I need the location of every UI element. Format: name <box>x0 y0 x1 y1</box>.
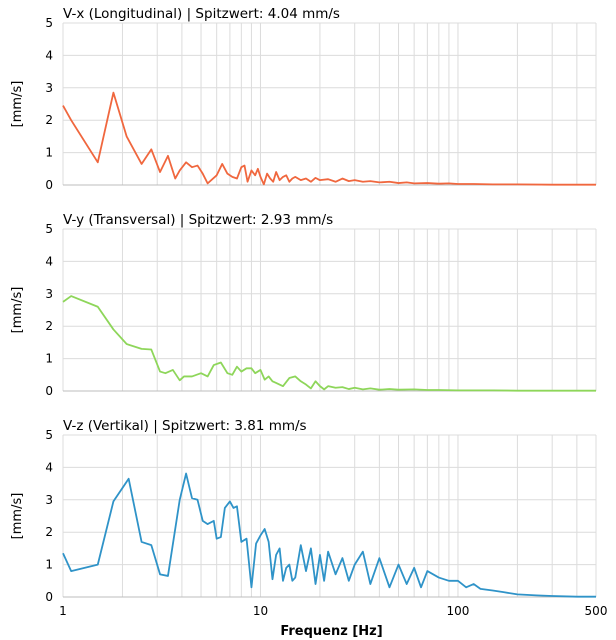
y-tick-label: 0 <box>45 384 53 398</box>
y-tick-label: 0 <box>45 590 53 604</box>
y-tick-label: 1 <box>45 146 53 160</box>
series-line <box>62 91 596 186</box>
chart-panel-0: 0 1 2 3 4 5 V-x (Longitudinal) | Spitzwert: 4.… <box>10 6 597 192</box>
y-tick-label: 3 <box>45 81 53 95</box>
y-tick-label: 4 <box>45 48 53 62</box>
chart-title: V-y (Transversal) | Spitzwert: 2.93 mm/s <box>63 212 333 228</box>
y-tick-label: 3 <box>45 287 53 301</box>
y-tick-label: 5 <box>45 16 53 30</box>
y-tick-label: 1 <box>45 352 53 366</box>
y-axis-label: [mm/s] <box>10 493 25 540</box>
y-tick-label: 4 <box>45 254 53 268</box>
x-tick-label: 1 <box>59 604 67 618</box>
y-axis-label: [mm/s] <box>10 287 25 334</box>
chart-panel-1: 0 1 2 3 4 5 V-y (Transversal) | Spitzwert: 2.9… <box>10 212 597 398</box>
y-tick-label: 4 <box>45 460 53 474</box>
y-tick-label: 2 <box>45 113 53 127</box>
series-line <box>62 295 596 392</box>
y-tick-label: 2 <box>45 525 53 539</box>
y-axis-label: [mm/s] <box>10 81 25 128</box>
y-tick-label: 5 <box>45 222 53 236</box>
x-tick-label: 500 <box>585 604 608 618</box>
y-tick-label: 5 <box>45 428 53 442</box>
chart-title: V-z (Vertikal) | Spitzwert: 3.81 mm/s <box>63 418 307 434</box>
chart-title: V-x (Longitudinal) | Spitzwert: 4.04 mm/… <box>63 6 340 22</box>
x-tick-label: 100 <box>447 604 470 618</box>
y-tick-label: 0 <box>45 178 53 192</box>
y-tick-label: 3 <box>45 493 53 507</box>
x-tick-label: 10 <box>253 604 268 618</box>
series-line <box>62 472 596 598</box>
y-tick-label: 2 <box>45 319 53 333</box>
x-axis-label: Frequenz [Hz] <box>280 624 382 639</box>
y-tick-label: 1 <box>45 558 53 572</box>
